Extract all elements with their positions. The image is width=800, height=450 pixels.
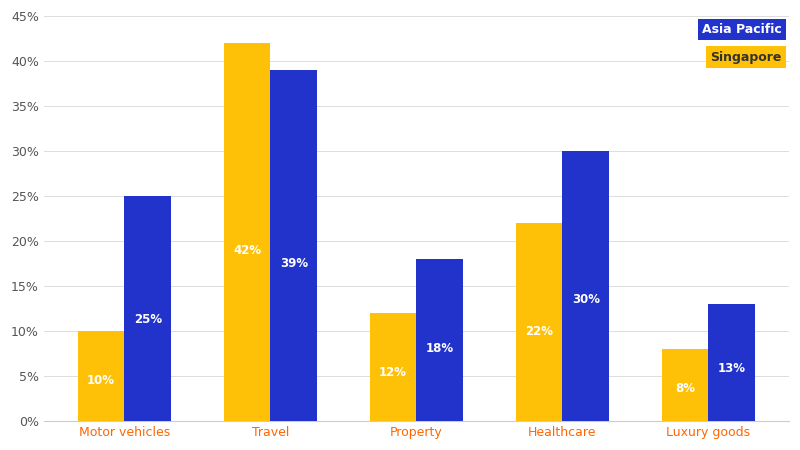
Bar [708, 304, 755, 421]
Bar [370, 313, 416, 421]
Text: 30%: 30% [572, 293, 600, 306]
Bar [562, 151, 609, 421]
Bar [416, 259, 463, 421]
Bar [78, 331, 125, 421]
Text: 10%: 10% [87, 374, 115, 387]
Text: Asia Pacific: Asia Pacific [702, 23, 782, 36]
Bar [224, 43, 270, 421]
Text: 42%: 42% [233, 244, 261, 257]
Text: 13%: 13% [718, 362, 746, 375]
Text: 18%: 18% [426, 342, 454, 355]
Text: 22%: 22% [525, 325, 553, 338]
Text: 25%: 25% [134, 313, 162, 326]
Bar [270, 70, 317, 421]
Text: Singapore: Singapore [710, 51, 782, 64]
Bar [125, 196, 171, 421]
Text: 12%: 12% [379, 366, 407, 379]
Bar [662, 349, 708, 421]
Text: 8%: 8% [675, 382, 695, 395]
Bar [516, 223, 562, 421]
Text: 39%: 39% [280, 256, 308, 270]
